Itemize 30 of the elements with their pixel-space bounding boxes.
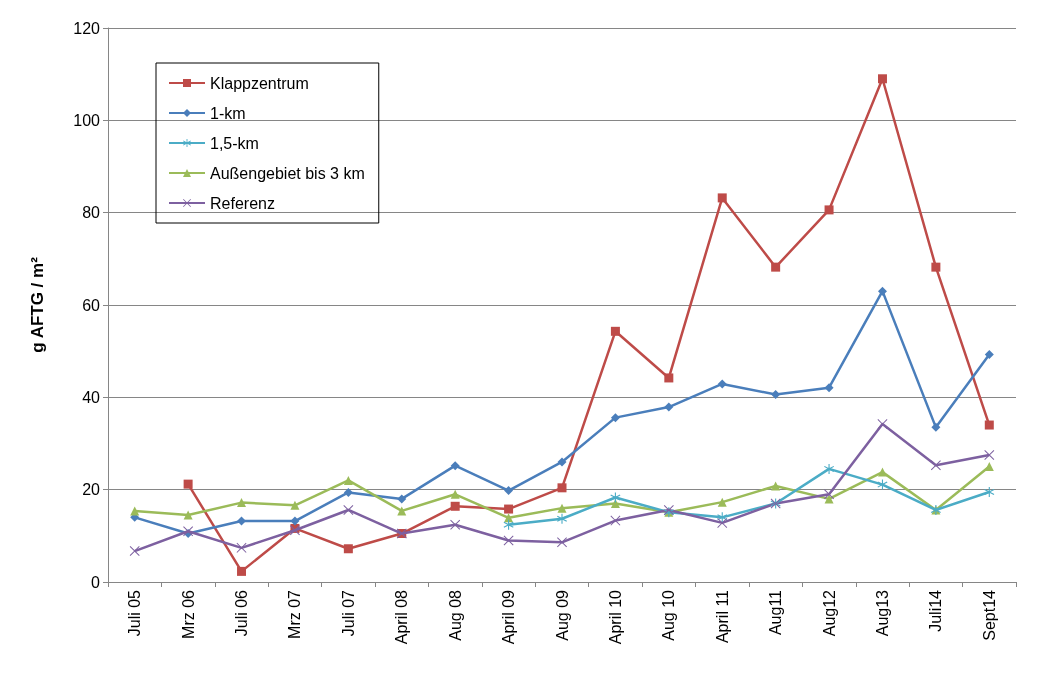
x-tick-label: Aug 09 [553,589,571,641]
y-tick-label: 20 [82,481,101,499]
x-tick-label: April 11 [713,589,731,644]
x-tick-label: Juli14 [927,589,945,632]
x-tick-label: Aug12 [820,589,838,637]
legend-label: Referenz [210,194,275,212]
x-tick-label: April 09 [500,589,518,645]
x-tick-label: Aug11 [767,589,785,636]
x-tick-label: Juli 05 [126,589,144,637]
x-tick-label: April 10 [606,589,624,645]
y-tick-label: 80 [82,204,101,222]
x-tick-label: Sept14 [980,589,998,641]
y-axis-title: g AFTG / m² [28,256,47,353]
x-tick-label: Aug 08 [446,589,464,641]
y-tick-label: 40 [82,388,101,406]
x-tick-label: Aug13 [873,589,891,637]
y-tick-label: 0 [91,573,101,591]
legend-label: Klappzentrum [210,74,309,92]
x-tick-label: Mrz 07 [286,589,304,639]
x-tick-label: April 08 [393,589,411,645]
x-tick-label: Mrz 06 [179,589,197,639]
y-tick-label: 100 [73,111,101,129]
legend-label: 1,5-km [210,134,259,152]
x-tick-label: Juli 06 [233,589,251,637]
x-tick-label: Juli 07 [339,589,357,637]
y-tick-label: 120 [73,19,101,37]
x-tick-label: Aug 10 [660,589,678,641]
legend-label: Außengebiet bis 3 km [210,164,365,182]
legend-label: 1-km [210,104,246,122]
y-tick-label: 60 [82,296,101,314]
